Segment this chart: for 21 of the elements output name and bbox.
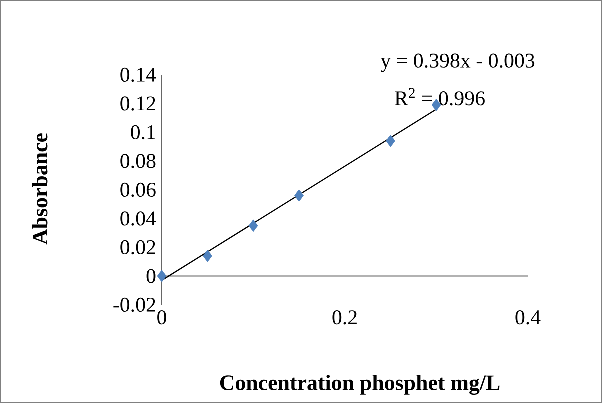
x-tick-label: 0.2	[332, 310, 357, 325]
y-tick-label: 0.02	[120, 240, 156, 255]
y-tick-label: 0	[146, 269, 156, 284]
point	[294, 190, 304, 202]
y-tick-label: 0.14	[120, 68, 156, 82]
text: y = 0.398x - 0.003	[380, 54, 535, 72]
x-axis-title: Concentration phosphet mg/L	[220, 374, 500, 396]
y-tick-label: 0.1	[131, 125, 156, 140]
y-tick-label: 0.12	[120, 96, 156, 111]
y-tick-label: 0.08	[120, 154, 156, 168]
x-tick-label: 0.4	[516, 310, 541, 325]
y-tick-label: 0.06	[120, 182, 156, 198]
y-tick-label: -0.02	[114, 298, 156, 312]
annotation: R$^{2}$ = 0.996	[395, 88, 485, 106]
point	[203, 250, 212, 262]
point	[386, 134, 396, 148]
point	[157, 270, 167, 282]
point	[248, 220, 258, 232]
y-tick-label: 0.04	[120, 212, 156, 226]
x-tick-label: 0	[158, 310, 166, 325]
y-axis-title: Absorbance	[32, 134, 48, 245]
